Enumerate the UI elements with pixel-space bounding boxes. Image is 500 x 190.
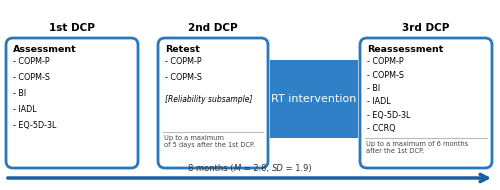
Text: M: M <box>234 164 241 173</box>
Text: Retest: Retest <box>165 45 200 54</box>
Text: - BI: - BI <box>367 84 380 93</box>
Text: - COPM-S: - COPM-S <box>165 73 202 82</box>
Text: Reassessment: Reassessment <box>367 45 444 54</box>
Text: 1st DCP: 1st DCP <box>49 23 95 33</box>
Text: - BI: - BI <box>13 89 26 98</box>
Text: - COPM-P: - COPM-P <box>165 57 202 66</box>
Text: - COPM-S: - COPM-S <box>367 70 404 79</box>
Text: - COPM-S: - COPM-S <box>13 73 50 82</box>
Text: = 1.9): = 1.9) <box>284 164 312 173</box>
Text: - CCRQ: - CCRQ <box>367 124 396 134</box>
Text: Up to a maximum
of 5 days after the 1st DCP.: Up to a maximum of 5 days after the 1st … <box>164 135 255 148</box>
Text: - COPM-P: - COPM-P <box>367 57 404 66</box>
Text: 2nd DCP: 2nd DCP <box>188 23 238 33</box>
Text: 8 months (: 8 months ( <box>188 164 234 173</box>
Text: = 2.8,: = 2.8, <box>241 164 272 173</box>
Bar <box>270 60 358 138</box>
Text: - EQ-5D-3L: - EQ-5D-3L <box>367 111 410 120</box>
Text: Assessment: Assessment <box>13 45 77 54</box>
Text: RT intervention: RT intervention <box>272 94 356 104</box>
Text: - IADL: - IADL <box>367 97 390 107</box>
Text: - IADL: - IADL <box>13 105 36 114</box>
FancyBboxPatch shape <box>360 38 492 168</box>
FancyBboxPatch shape <box>6 38 138 168</box>
Text: [Reliability subsample]: [Reliability subsample] <box>165 95 252 104</box>
Text: - EQ-5D-3L: - EQ-5D-3L <box>13 121 57 130</box>
Text: 3rd DCP: 3rd DCP <box>402 23 450 33</box>
Text: - COPM-P: - COPM-P <box>13 57 50 66</box>
Text: Up to a maximum of 6 months
after the 1st DCP.: Up to a maximum of 6 months after the 1s… <box>366 141 468 154</box>
Text: SD: SD <box>272 164 283 173</box>
FancyBboxPatch shape <box>158 38 268 168</box>
